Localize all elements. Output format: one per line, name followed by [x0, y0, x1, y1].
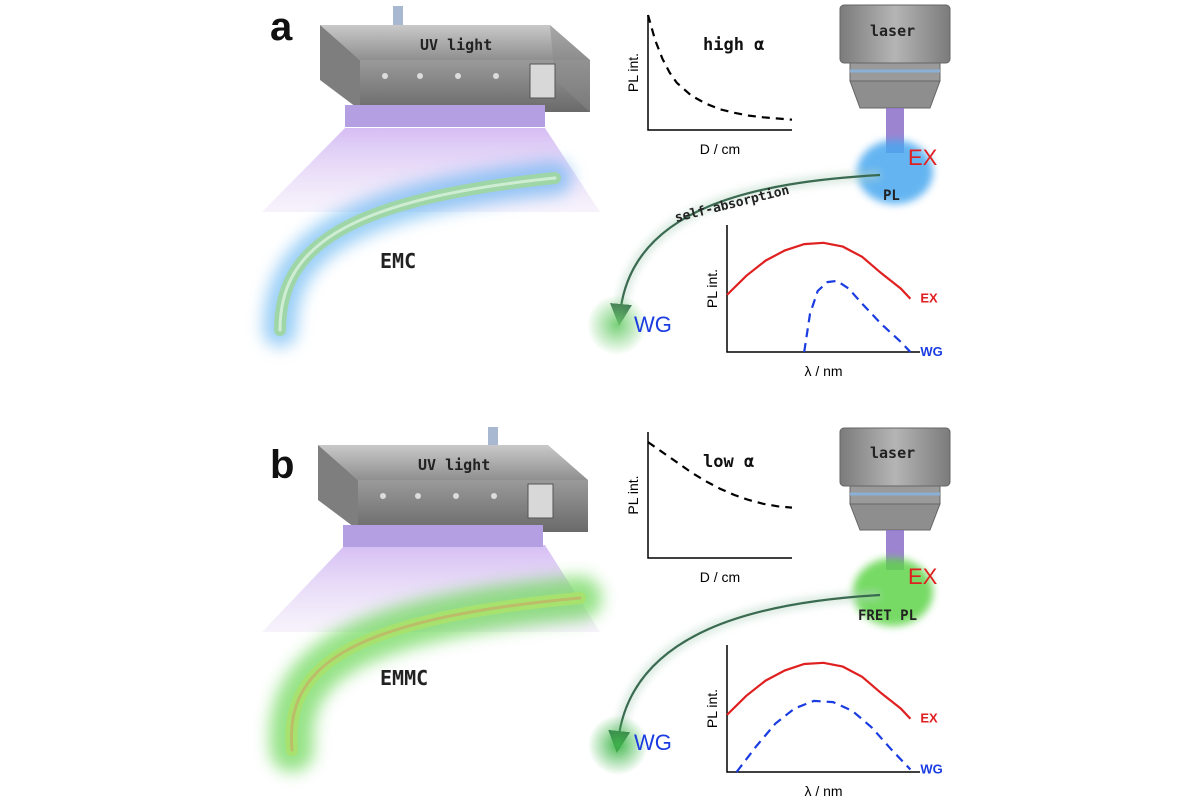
spectrum-chart: λ / nm PL int. EX WG [704, 225, 943, 379]
panel-letter: a [270, 5, 293, 49]
panel-a: a UV light EMC [262, 4, 951, 379]
wg-label: WG [634, 730, 672, 755]
ex-label: EX [908, 145, 938, 170]
crystal-label: EMC [380, 249, 416, 273]
x-axis-label: λ / nm [804, 783, 842, 799]
legend-ex: EX [920, 711, 938, 726]
axes [726, 225, 920, 353]
axes [647, 15, 792, 131]
x-axis-label: D / cm [700, 141, 740, 157]
y-axis-label: PL int. [704, 689, 720, 728]
decay-curve [647, 441, 793, 509]
crystal-label: EMMC [380, 666, 428, 690]
uv-lamp-strip [343, 525, 543, 547]
decay-chart: D / cm PL int. low α [625, 432, 793, 585]
waveguide-arrow [610, 173, 881, 326]
x-axis-label: λ / nm [804, 363, 842, 379]
series-ex [726, 241, 912, 300]
spectrum-chart: λ / nm PL int. EX WG [704, 645, 943, 799]
uv-lamp-strip [345, 105, 545, 127]
waveguide-output-glow [587, 295, 647, 355]
uv-light-label: UV light [418, 456, 490, 474]
alpha-annotation: high α [703, 35, 764, 55]
uv-light-box: UV light [320, 6, 590, 127]
series-wg [803, 279, 912, 353]
pl-label: PL [883, 188, 900, 204]
laser: laser [839, 427, 951, 570]
path-label: self-absorption [673, 183, 791, 226]
alpha-annotation: low α [703, 452, 754, 472]
excitation-spot [857, 140, 933, 204]
panel-letter: b [270, 443, 294, 487]
panel-b: b UV light EMMC laser EX [262, 427, 951, 799]
wg-label: WG [634, 312, 672, 337]
decay-chart: D / cm PL int. high α [625, 14, 793, 157]
ex-label: EX [908, 564, 938, 589]
excitation-spot [853, 558, 933, 626]
y-axis-label: PL int. [704, 269, 720, 308]
legend-ex: EX [920, 291, 938, 306]
series-wg [735, 699, 912, 773]
uv-light-label: UV light [420, 36, 492, 54]
axes [726, 645, 920, 773]
series-ex [726, 661, 912, 720]
legend-wg: WG [920, 344, 942, 359]
laser-label: laser [870, 22, 915, 40]
legend-wg: WG [920, 761, 942, 776]
uv-light-box: UV light [318, 427, 588, 547]
laser: laser [839, 4, 951, 153]
axes [647, 432, 792, 559]
x-axis-label: D / cm [700, 569, 740, 585]
waveguide-output-glow [588, 715, 648, 775]
waveguide-arrow [608, 593, 881, 753]
pl-label: FRET PL [858, 608, 917, 624]
decay-curve [646, 14, 793, 121]
laser-label: laser [870, 444, 915, 462]
y-axis-label: PL int. [625, 53, 641, 92]
y-axis-label: PL int. [625, 475, 641, 514]
